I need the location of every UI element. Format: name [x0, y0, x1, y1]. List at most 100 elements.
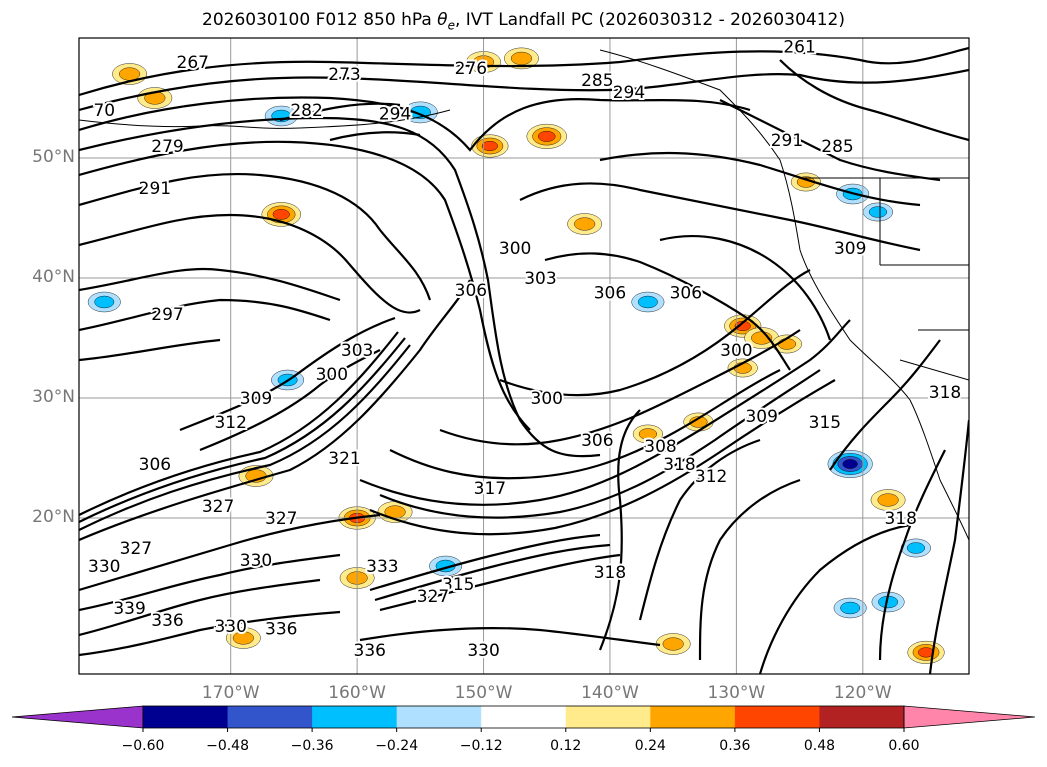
- theta-e-contour: [439, 329, 801, 446]
- theta-e-contour: [379, 553, 621, 612]
- map-frame: [78, 37, 970, 675]
- theta-e-contour: [659, 234, 832, 341]
- longitude-label: 160°W: [328, 683, 386, 703]
- contour-label: 291: [139, 179, 171, 199]
- contour-label: 321: [328, 449, 360, 469]
- ipc-shade: [868, 206, 888, 218]
- ipc-shade: [510, 51, 532, 65]
- theta-e-contour: [179, 316, 396, 432]
- theta-e-contour: [379, 369, 821, 519]
- contour-label: 312: [214, 413, 246, 433]
- contour-label: 285: [821, 137, 853, 157]
- colorbar-tick-label: −0.12: [459, 738, 503, 754]
- theta-e-contour: [779, 59, 969, 142]
- theta-e-contours: [79, 46, 969, 674]
- contour-label: 317: [474, 479, 506, 499]
- contour-label: 273: [328, 65, 360, 85]
- colorbar-tick-label: 0.60: [888, 738, 920, 754]
- colorbar-segment: [312, 706, 398, 728]
- colorbar-segment: [227, 706, 313, 728]
- theta-e-contour: [79, 331, 399, 516]
- contour-label: 318: [929, 383, 961, 403]
- colorbar-segment: [819, 706, 905, 728]
- colorbar-tick-label: −0.36: [290, 738, 334, 754]
- contour-label: 327: [120, 539, 152, 559]
- contour-label: 309: [834, 239, 866, 259]
- ipc-shade: [574, 217, 596, 231]
- colorbar-segment: [143, 706, 229, 728]
- theta-e-contour: [79, 338, 221, 362]
- ipc-shade: [272, 209, 290, 220]
- theta-e-contour: [79, 140, 531, 431]
- contour-label: 294: [613, 83, 645, 103]
- colorbar-tick-label: −0.60: [121, 738, 165, 754]
- theta-e-contour: [79, 610, 341, 657]
- map-background: [79, 38, 969, 674]
- colorbar-extend-max: [903, 705, 1036, 729]
- contour-label: 279: [151, 137, 183, 157]
- contour-label: 303: [524, 269, 556, 289]
- theta-e-contour: [389, 369, 781, 480]
- border-state: [879, 178, 969, 266]
- contour-label: 300: [316, 365, 348, 385]
- longitude-label: 150°W: [454, 683, 513, 703]
- colorbar-extend-min: [11, 705, 144, 729]
- theta-e-contour: [79, 513, 381, 592]
- ipc-shade: [662, 637, 684, 651]
- contour-label: 300: [531, 389, 563, 409]
- contour-label: 336: [265, 619, 297, 639]
- ipc-shade: [232, 631, 254, 645]
- contour-label: 330: [467, 641, 499, 661]
- ipc-shade: [777, 338, 797, 350]
- theta-e-contour: [369, 533, 601, 592]
- theta-e-contour: [519, 182, 921, 252]
- coastline-north-america: [599, 49, 969, 541]
- ipc-shade: [877, 493, 899, 507]
- contour-label: 327: [265, 509, 297, 529]
- contour-label: 330: [240, 551, 272, 571]
- colorbar-tick-label: 0.36: [719, 738, 751, 754]
- theta-e-contour: [544, 252, 791, 371]
- theta-e-contour: [79, 344, 411, 531]
- contour-label: 327: [417, 587, 449, 607]
- contour-label: 261: [783, 37, 815, 57]
- colorbar-segment: [481, 706, 567, 728]
- theta-e-contour: [719, 99, 941, 182]
- contour-label: 312: [695, 467, 727, 487]
- theta-e-contour: [499, 269, 811, 397]
- contour-label: 309: [240, 389, 272, 409]
- theta-e-contour: [79, 46, 969, 97]
- theta-e-contour: [638, 438, 761, 621]
- ipc-shade: [840, 601, 861, 615]
- colorbar: [11, 705, 1036, 732]
- contour-label: 300: [499, 239, 531, 259]
- contour-label: 294: [379, 105, 411, 125]
- contour-label: 303: [341, 341, 373, 361]
- colorbar-segment: [650, 706, 736, 728]
- contour-label: 306: [139, 455, 171, 475]
- contour-label: 291: [771, 131, 803, 151]
- theta-e-contour: [79, 96, 751, 152]
- contour-label: 315: [809, 413, 841, 433]
- ipc-shade: [537, 130, 556, 142]
- contour-label: 330: [214, 617, 246, 637]
- ipc-shade: [638, 428, 657, 440]
- theta-e-contour: [599, 151, 921, 207]
- latitude-label: 20°N: [32, 507, 75, 527]
- theta-e-contour: [79, 68, 969, 112]
- contour-label: 306: [594, 283, 626, 303]
- longitude-label: 170°W: [201, 683, 260, 703]
- contour-label: 282: [290, 101, 322, 121]
- contour-label: 336: [354, 641, 386, 661]
- theta-e-contour: [79, 213, 421, 314]
- theta-e-contour: [79, 337, 406, 523]
- ipc-shade: [119, 67, 141, 81]
- theta-e-contour: [329, 131, 421, 142]
- ipc-shade: [481, 140, 498, 152]
- contour-label: 306: [581, 431, 613, 451]
- contour-label: 300: [720, 341, 752, 361]
- contour-label: 306: [670, 283, 702, 303]
- colorbar-segment: [734, 706, 820, 728]
